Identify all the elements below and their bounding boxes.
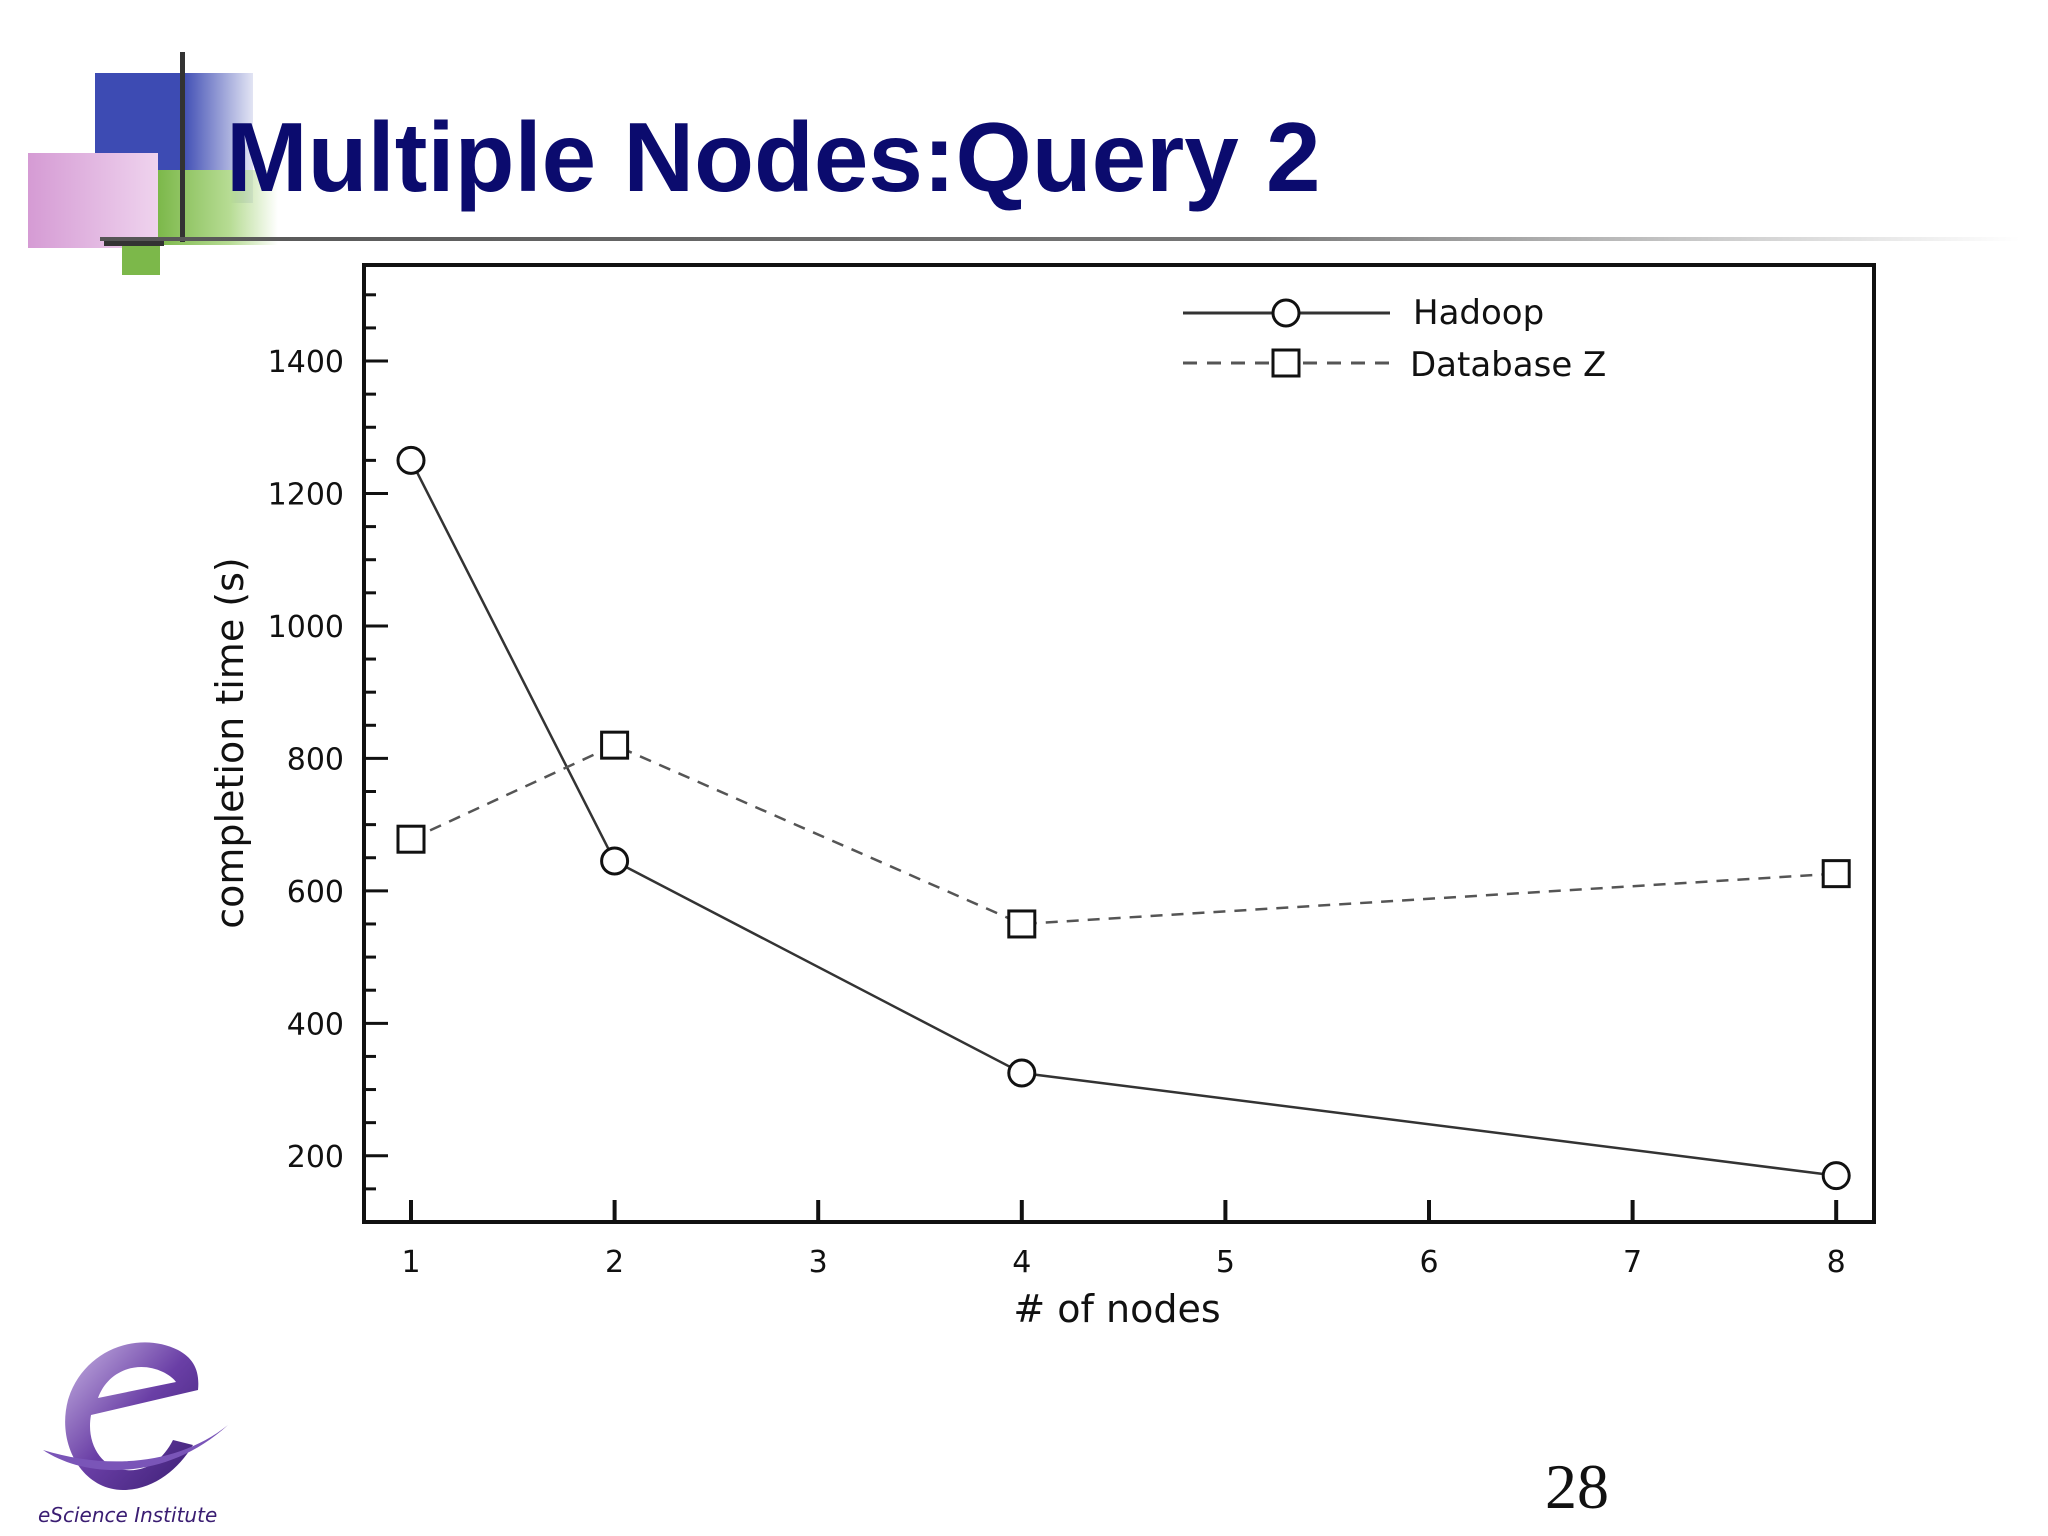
logo-e-mark-icon [65,1342,199,1490]
y-tick-label: 600 [287,875,344,910]
plot-frame [362,263,1876,1224]
y-tick-label: 1000 [268,610,344,645]
decor-horizontal-line [104,240,164,246]
decor-pink-square [28,153,158,248]
y-tick-label: 800 [287,742,344,777]
data-point-hadoop [1007,1058,1037,1088]
decor-green-small [122,245,160,275]
data-point-database-z [600,730,630,760]
x-tick-label: 2 [605,1245,624,1280]
data-point-hadoop [1821,1161,1851,1191]
title-rule [100,237,2020,241]
x-tick-label: 1 [401,1245,420,1280]
x-tick-label: 4 [1012,1245,1031,1280]
x-tick-label: 3 [809,1245,828,1280]
data-point-database-z [1821,859,1851,889]
series-line-hadoop [409,459,1837,1177]
x-tick-label: 7 [1623,1245,1642,1280]
data-point-hadoop [396,445,426,475]
legend-marker-hadoop [1271,298,1301,328]
legend-label-database-z: Database Z [1410,345,1606,385]
logo-swoosh-icon [43,1425,228,1471]
decor-vertical-line [180,52,185,242]
x-axis: 1 2 3 4 5 6 7 8 [401,1200,1846,1280]
data-point-hadoop [600,846,630,876]
logo-text: eScience Institute [38,1503,217,1527]
legend: Hadoop Database Z [1183,293,1606,385]
decor-green-square [158,170,278,245]
escience-logo: eScience Institute [38,1342,228,1527]
x-tick-label: 5 [1216,1245,1235,1280]
x-tick-label: 8 [1827,1245,1846,1280]
x-axis-label: # of nodes [1013,1287,1220,1331]
y-axis-label: completion time (s) [208,557,252,928]
series-line-database-z [410,743,1837,926]
page-number: 28 [1545,1451,1609,1522]
y-axis: 200 400 600 800 1000 1200 1400 [268,293,388,1191]
data-point-database-z [1007,909,1037,939]
x-tick-label: 6 [1419,1245,1438,1280]
y-tick-label: 1200 [268,477,344,512]
data-point-database-z [396,824,426,854]
legend-marker-database-z [1271,348,1301,378]
y-tick-label: 200 [287,1140,344,1175]
legend-label-hadoop: Hadoop [1413,293,1544,333]
y-tick-label: 1400 [268,345,344,380]
series-layer [396,445,1851,1191]
y-tick-label: 400 [287,1007,344,1042]
slide-title: Multiple Nodes:Query 2 [226,102,1321,212]
